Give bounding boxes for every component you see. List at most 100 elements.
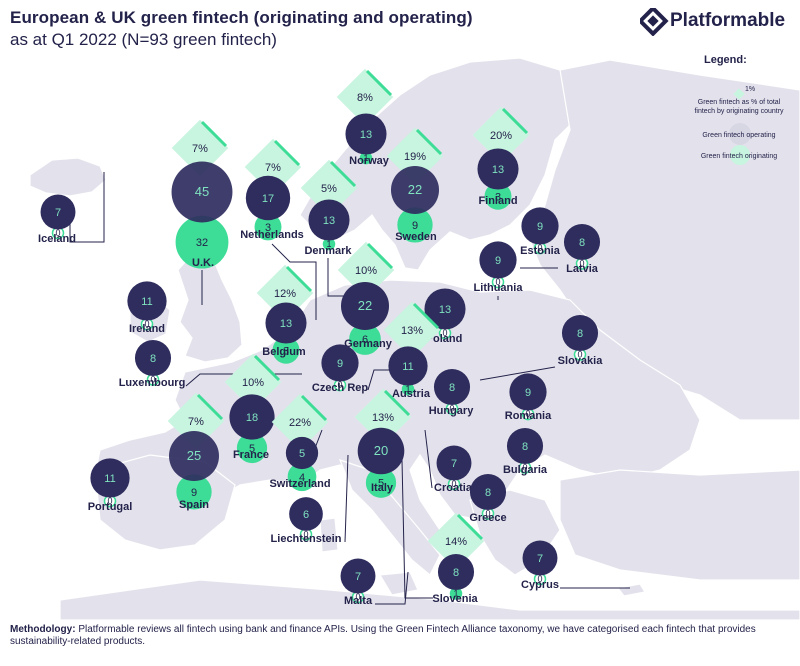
- operating-circle: [522, 540, 558, 576]
- originating-count: 9: [412, 220, 418, 232]
- operating-count: 11: [141, 296, 152, 308]
- operating-count: 17: [262, 193, 274, 205]
- operating-count: 18: [246, 412, 258, 424]
- land-turkey: [559, 469, 800, 581]
- legend-pct-example: 1%: [745, 86, 756, 93]
- land-iceland: [29, 157, 107, 197]
- originating-count: 0: [355, 592, 360, 602]
- country-name: Netherlands: [240, 229, 304, 241]
- country-name: Malta: [344, 595, 373, 607]
- operating-count: 9: [337, 358, 343, 370]
- pct-diamond-edge: [273, 139, 301, 167]
- operating-circle: [479, 241, 517, 279]
- operating-circle: [229, 394, 275, 440]
- operating-circle: [40, 194, 76, 230]
- originating-count: 1: [326, 239, 331, 249]
- operating-count: 8: [485, 487, 491, 499]
- operating-circle: [437, 553, 475, 591]
- pct-label: 7%: [188, 416, 204, 428]
- methodology-note: Methodology: Platformable reviews all fi…: [10, 624, 790, 648]
- country-name: Greece: [469, 512, 506, 524]
- pct-label: 12%: [274, 288, 296, 300]
- page-title: European & UK green fintech (originating…: [10, 8, 473, 27]
- country-name: Croatia: [434, 482, 473, 494]
- pct-label: 7%: [192, 143, 208, 155]
- operating-circle: [345, 113, 387, 155]
- country-name: U.K.: [192, 257, 214, 269]
- country-name: Denmark: [304, 245, 352, 257]
- originating-count: 0: [337, 380, 342, 390]
- legend-title: Legend:: [704, 54, 747, 66]
- pct-label: 5%: [321, 183, 337, 195]
- operating-count: 11: [402, 361, 413, 373]
- operating-circle: [357, 427, 405, 475]
- country-name: Romania: [505, 410, 552, 422]
- legend-originating-swatch: [730, 145, 750, 165]
- country-name: Bulgaria: [503, 464, 548, 476]
- country-name: Iceland: [38, 233, 76, 245]
- country-name: Italy: [371, 482, 394, 494]
- land-north-africa: [59, 579, 800, 621]
- operating-circle: [285, 436, 319, 470]
- pct-label: 8%: [357, 92, 373, 104]
- operating-circle: [90, 458, 130, 498]
- originating-count: 0: [522, 463, 527, 473]
- leader-line-slovakia: [479, 366, 556, 381]
- country-markers: 70Iceland7%4532U.K.7%173Netherlands8%131…: [38, 68, 604, 607]
- originating-count: 0: [150, 375, 155, 385]
- country-name: Germany: [344, 338, 393, 350]
- operating-count: 13: [439, 304, 451, 316]
- operating-circle: [340, 558, 376, 594]
- operating-count: 13: [492, 164, 504, 176]
- platformable-logo-icon: [640, 8, 669, 36]
- country-name: Switzerland: [269, 478, 330, 490]
- pct-diamond-edge: [383, 389, 411, 417]
- originating-count: 0: [495, 277, 500, 287]
- operating-count: 9: [525, 387, 531, 399]
- originating-count: 9: [191, 487, 197, 499]
- operating-circle: [134, 339, 172, 377]
- country-name: Latvia: [566, 263, 599, 275]
- operating-count: 8: [453, 567, 459, 579]
- pct-diamond-edge: [456, 513, 484, 541]
- originating-count: 0: [525, 409, 530, 419]
- operating-count: 45: [195, 184, 209, 199]
- leader-line-denmark: [327, 258, 350, 297]
- country-name: Belgium: [262, 346, 306, 358]
- operating-circle: [340, 281, 390, 331]
- operating-count: 7: [55, 207, 61, 219]
- operating-count: 8: [577, 328, 583, 340]
- operating-count: 25: [187, 448, 201, 463]
- country-name: Lithuania: [474, 282, 524, 294]
- land-sardinia: [319, 517, 339, 553]
- operating-circle: [388, 346, 428, 386]
- legend-pct-desc-line1: Green fintech as % of total: [697, 99, 781, 106]
- pct-diamond-edge: [415, 128, 443, 156]
- country-name: Ireland: [129, 323, 165, 335]
- operating-circle: [563, 223, 601, 261]
- originating-count: 5: [378, 478, 384, 490]
- operating-count: 8: [449, 382, 455, 394]
- operating-circle: [289, 497, 323, 531]
- country-name: Slovakia: [558, 355, 604, 367]
- originating-count: 0: [442, 328, 447, 338]
- originating-count: 0: [485, 509, 490, 519]
- pct-label: 14%: [445, 536, 467, 548]
- pct-label: 20%: [490, 130, 512, 142]
- pct-diamond-edge: [366, 242, 394, 270]
- operating-circle: [509, 373, 547, 411]
- pct-label: 7%: [265, 162, 281, 174]
- pct-label: 13%: [372, 412, 394, 424]
- operating-circle: [390, 165, 440, 215]
